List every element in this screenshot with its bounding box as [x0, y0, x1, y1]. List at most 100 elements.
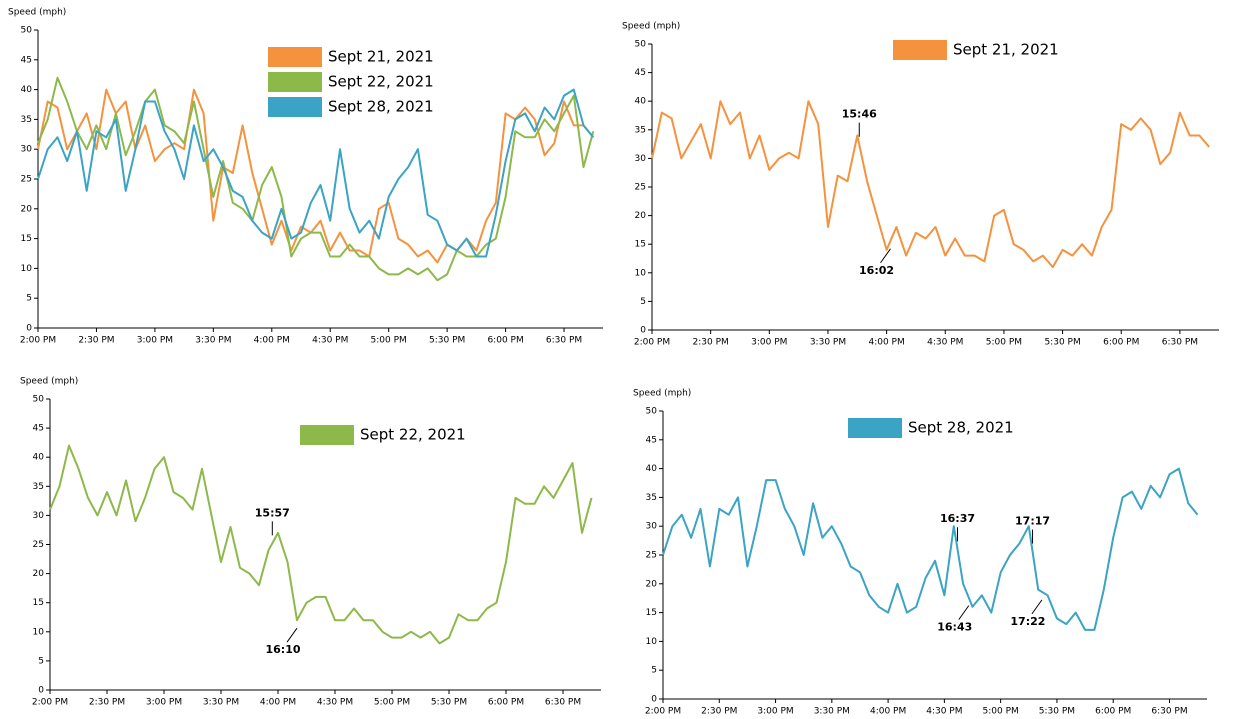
x-tick-label: 5:00 PM — [983, 707, 1019, 717]
x-tick-label: 2:00 PM — [634, 338, 670, 348]
x-tick-label: 6:00 PM — [487, 336, 523, 346]
annotation-leader — [286, 627, 298, 643]
series-line — [37, 88, 595, 258]
y-tick-label: 30 — [635, 154, 647, 164]
legend-swatch — [893, 40, 947, 60]
x-tick-label: 4:30 PM — [312, 336, 348, 346]
series-line — [662, 467, 1199, 631]
x-tick-label: 5:00 PM — [374, 698, 410, 708]
x-tick-label: 5:00 PM — [986, 338, 1022, 348]
series-line — [49, 444, 593, 645]
y-tick-label: 50 — [33, 395, 45, 405]
y-tick-label: 30 — [21, 145, 33, 155]
y-tick-label: 15 — [21, 234, 32, 244]
x-tick-label: 5:00 PM — [371, 336, 407, 346]
legend-label: Sept 21, 2021 — [953, 41, 1059, 59]
x-tick-label: 2:00 PM — [645, 707, 681, 717]
y-tick-label: 20 — [646, 579, 658, 589]
y-tick-label: 40 — [21, 85, 33, 95]
x-tick-label: 4:00 PM — [254, 336, 290, 346]
annotation: 16:37 — [940, 512, 975, 525]
x-tick-label: 5:30 PM — [429, 336, 465, 346]
x-tick-label: 5:30 PM — [431, 698, 467, 708]
y-axis-title: Speed (mph) — [8, 8, 66, 18]
legend-swatch — [848, 418, 902, 438]
x-tick-label: 4:30 PM — [317, 698, 353, 708]
y-axis-title: Speed (mph) — [633, 389, 691, 399]
legend-label: Sept 28, 2021 — [908, 419, 1014, 437]
annotation: 15:46 — [842, 108, 877, 121]
y-tick-label: 25 — [21, 175, 32, 185]
y-tick-label: 40 — [646, 464, 658, 474]
y-tick-label: 30 — [646, 522, 658, 532]
x-tick-label: 4:30 PM — [927, 338, 963, 348]
legend-label: Sept 21, 2021 — [328, 48, 434, 66]
legend-swatch — [300, 425, 354, 445]
x-tick-label: 4:00 PM — [868, 338, 904, 348]
y-tick-label: 25 — [33, 540, 44, 550]
legend-swatch — [268, 72, 322, 92]
series-line — [651, 100, 1210, 269]
y-tick-label: 50 — [21, 26, 33, 36]
annotation-leader — [958, 605, 970, 620]
y-tick-label: 5 — [640, 297, 646, 307]
series-line — [37, 88, 595, 264]
legend-swatch — [268, 47, 322, 67]
x-tick-label: 2:30 PM — [89, 698, 125, 708]
y-tick-label: 45 — [635, 68, 646, 78]
x-tick-label: 6:30 PM — [545, 698, 581, 708]
annotation: 17:22 — [1010, 615, 1045, 628]
x-tick-label: 6:00 PM — [1095, 707, 1131, 717]
x-tick-label: 2:30 PM — [701, 707, 737, 717]
y-tick-label: 40 — [635, 97, 647, 107]
y-tick-label: 35 — [635, 125, 646, 135]
y-tick-label: 15 — [646, 608, 657, 618]
x-tick-label: 4:00 PM — [870, 707, 906, 717]
y-tick-label: 5 — [38, 656, 44, 666]
annotation: 17:17 — [1015, 515, 1050, 528]
series-line — [37, 76, 595, 282]
x-tick-label: 6:30 PM — [1151, 707, 1187, 717]
legend-label: Sept 22, 2021 — [328, 73, 434, 91]
x-tick-label: 5:30 PM — [1044, 338, 1080, 348]
y-tick-label: 5 — [651, 666, 657, 676]
x-tick-label: 6:00 PM — [488, 698, 524, 708]
x-tick-label: 6:00 PM — [1103, 338, 1139, 348]
y-tick-label: 35 — [21, 115, 32, 125]
legend-swatch — [268, 97, 322, 117]
y-tick-label: 20 — [21, 204, 33, 214]
annotation: 16:43 — [937, 621, 972, 634]
y-axis-title: Speed (mph) — [622, 22, 680, 32]
y-tick-label: 25 — [635, 183, 646, 193]
y-tick-label: 10 — [21, 264, 33, 274]
annotation: 16:10 — [265, 643, 300, 656]
annotation: 15:57 — [255, 506, 290, 519]
x-tick-label: 6:30 PM — [1162, 338, 1198, 348]
x-tick-label: 3:30 PM — [203, 698, 239, 708]
legend-label: Sept 22, 2021 — [360, 426, 466, 444]
y-tick-label: 25 — [646, 551, 657, 561]
x-tick-label: 6:30 PM — [546, 336, 582, 346]
y-tick-label: 0 — [651, 695, 657, 705]
y-tick-label: 45 — [33, 424, 44, 434]
y-tick-label: 35 — [646, 493, 657, 503]
y-tick-label: 20 — [33, 569, 45, 579]
y-tick-label: 10 — [646, 637, 658, 647]
y-tick-label: 50 — [646, 407, 658, 417]
legend-label: Sept 28, 2021 — [328, 98, 434, 116]
x-tick-label: 3:30 PM — [810, 338, 846, 348]
y-tick-label: 35 — [33, 482, 44, 492]
y-tick-label: 10 — [33, 627, 45, 637]
y-tick-label: 45 — [646, 435, 657, 445]
x-tick-label: 3:00 PM — [757, 707, 793, 717]
x-tick-label: 2:00 PM — [32, 698, 68, 708]
x-tick-label: 3:30 PM — [814, 707, 850, 717]
y-tick-label: 45 — [21, 55, 32, 65]
x-tick-label: 2:30 PM — [693, 338, 729, 348]
y-tick-label: 0 — [26, 324, 32, 334]
x-tick-label: 4:00 PM — [260, 698, 296, 708]
annotation-leader — [1031, 599, 1043, 615]
y-tick-label: 10 — [635, 268, 647, 278]
x-tick-label: 3:00 PM — [146, 698, 182, 708]
